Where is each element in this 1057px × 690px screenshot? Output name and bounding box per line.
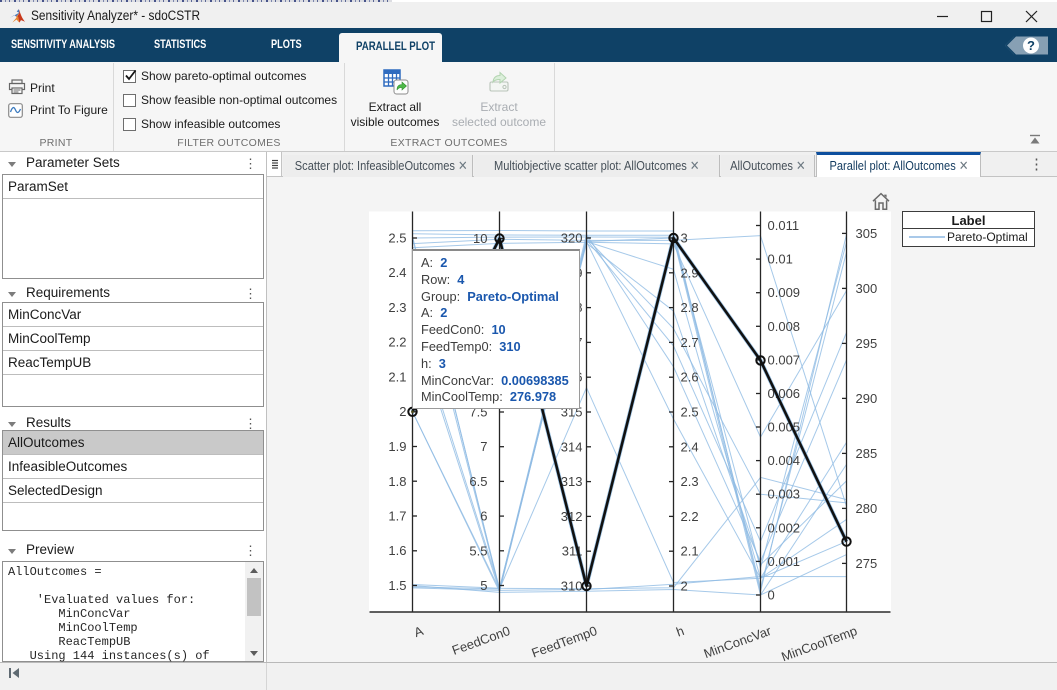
svg-text:313: 313 — [561, 474, 583, 489]
svg-text:2.3: 2.3 — [681, 474, 699, 489]
svg-text:0.007: 0.007 — [768, 352, 801, 367]
svg-text:2.8: 2.8 — [681, 300, 699, 315]
svg-text:2.7: 2.7 — [681, 335, 699, 350]
svg-text:300: 300 — [856, 281, 878, 296]
svg-text:6: 6 — [480, 509, 487, 524]
svg-text:0.001: 0.001 — [768, 554, 801, 569]
svg-text:2.1: 2.1 — [681, 544, 699, 559]
svg-text:2.1: 2.1 — [388, 370, 406, 385]
svg-text:0.009: 0.009 — [768, 285, 801, 300]
svg-text:0.002: 0.002 — [768, 520, 801, 535]
svg-text:312: 312 — [561, 509, 583, 524]
svg-text:7: 7 — [480, 439, 487, 454]
svg-text:0.004: 0.004 — [768, 453, 801, 468]
svg-text:0: 0 — [768, 588, 775, 603]
svg-text:2.5: 2.5 — [388, 231, 406, 246]
svg-text:1.7: 1.7 — [388, 509, 406, 524]
svg-text:3: 3 — [681, 231, 688, 246]
svg-text:5.5: 5.5 — [469, 543, 487, 558]
svg-text:310: 310 — [561, 579, 583, 594]
svg-text:2.4: 2.4 — [388, 265, 406, 280]
svg-text:280: 280 — [856, 501, 878, 516]
svg-text:285: 285 — [856, 446, 878, 461]
svg-text:2.4: 2.4 — [681, 439, 699, 454]
svg-text:314: 314 — [561, 439, 583, 454]
svg-text:0.005: 0.005 — [768, 420, 801, 435]
svg-text:295: 295 — [856, 336, 878, 351]
svg-text:275: 275 — [856, 556, 878, 571]
svg-text:0.003: 0.003 — [768, 487, 801, 502]
svg-text:?: ? — [1027, 38, 1035, 53]
svg-text:305: 305 — [856, 226, 878, 241]
svg-text:1.6: 1.6 — [388, 543, 406, 558]
svg-text:6.5: 6.5 — [469, 474, 487, 489]
svg-text:1.9: 1.9 — [388, 439, 406, 454]
svg-text:10: 10 — [473, 231, 487, 246]
svg-text:2.2: 2.2 — [681, 509, 699, 524]
svg-text:5: 5 — [480, 578, 487, 593]
svg-text:2: 2 — [681, 579, 688, 594]
svg-text:2.2: 2.2 — [388, 335, 406, 350]
svg-text:1.8: 1.8 — [388, 474, 406, 489]
svg-text:2: 2 — [399, 404, 406, 419]
svg-text:320: 320 — [561, 231, 583, 246]
svg-text:1.5: 1.5 — [388, 578, 406, 593]
svg-text:0.01: 0.01 — [768, 252, 793, 267]
svg-text:2.3: 2.3 — [388, 300, 406, 315]
svg-text:2.5: 2.5 — [681, 405, 699, 420]
svg-text:290: 290 — [856, 391, 878, 406]
svg-text:2.6: 2.6 — [681, 370, 699, 385]
svg-text:0.011: 0.011 — [768, 218, 800, 233]
svg-text:0.008: 0.008 — [768, 319, 801, 334]
